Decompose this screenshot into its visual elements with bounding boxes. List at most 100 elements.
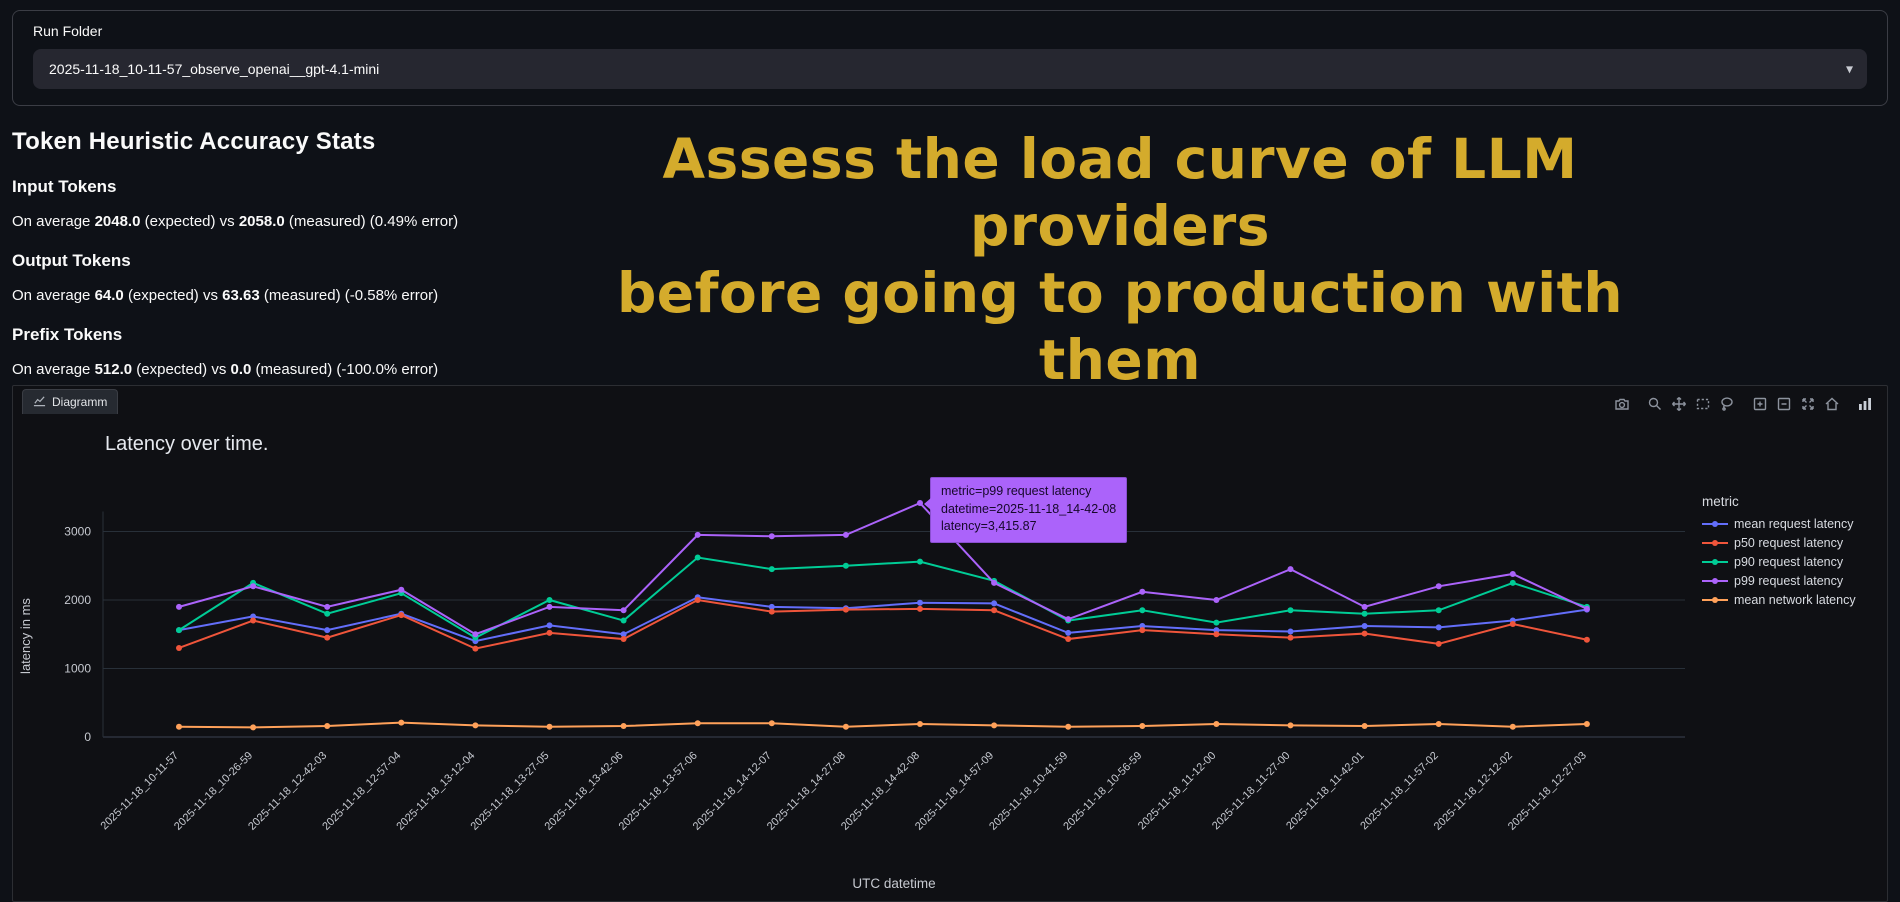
data-point[interactable]	[1361, 603, 1368, 610]
data-point[interactable]	[991, 607, 998, 614]
series-p50-request-latency[interactable]	[178, 598, 1588, 650]
data-point[interactable]	[1139, 723, 1146, 730]
data-point[interactable]	[768, 566, 775, 573]
data-point[interactable]	[176, 603, 182, 610]
latency-line-chart[interactable]: 01000200030002025-11-18_10-11-572025-11-…	[13, 414, 1887, 902]
data-point[interactable]	[1287, 607, 1294, 614]
data-point[interactable]	[768, 533, 775, 540]
data-point[interactable]	[917, 500, 923, 507]
data-point[interactable]	[1213, 720, 1220, 727]
data-point[interactable]	[472, 722, 479, 729]
data-point[interactable]	[1139, 607, 1146, 614]
legend-entry-mean-network-latency[interactable]: mean network latency	[1702, 593, 1856, 607]
plotly-logo-icon[interactable]	[1853, 394, 1877, 414]
data-point[interactable]	[620, 617, 627, 624]
data-point[interactable]	[250, 724, 257, 731]
data-point[interactable]	[917, 720, 923, 727]
data-point[interactable]	[398, 719, 405, 726]
data-point[interactable]	[324, 627, 331, 634]
series-mean-request-latency[interactable]	[178, 596, 1588, 643]
data-point[interactable]	[1361, 630, 1368, 637]
data-point[interactable]	[1435, 607, 1442, 614]
data-point[interactable]	[546, 629, 553, 636]
data-point[interactable]	[176, 723, 182, 730]
lasso-select-icon[interactable]	[1715, 394, 1739, 414]
data-point[interactable]	[398, 612, 405, 619]
data-point[interactable]	[250, 617, 257, 624]
data-point[interactable]	[1139, 623, 1146, 630]
data-point[interactable]	[1287, 566, 1294, 573]
data-point[interactable]	[1583, 720, 1590, 727]
data-point[interactable]	[1213, 619, 1220, 626]
data-point[interactable]	[546, 723, 553, 730]
series-p99-request-latency[interactable]	[178, 501, 1588, 636]
data-point[interactable]	[1287, 722, 1294, 729]
tab-diagramm[interactable]: Diagramm	[22, 389, 119, 414]
data-point[interactable]	[991, 600, 998, 607]
data-point[interactable]	[694, 597, 701, 603]
data-point[interactable]	[842, 531, 849, 538]
legend-entry-p99-request-latency[interactable]: p99 request latency	[1702, 574, 1844, 588]
data-point[interactable]	[1287, 634, 1294, 641]
data-point[interactable]	[1509, 579, 1516, 586]
data-point[interactable]	[472, 645, 479, 652]
data-point[interactable]	[398, 586, 405, 593]
data-point[interactable]	[917, 605, 923, 612]
data-point[interactable]	[1509, 723, 1516, 730]
data-point[interactable]	[991, 722, 998, 729]
data-point[interactable]	[620, 723, 627, 730]
data-point[interactable]	[250, 613, 257, 620]
data-point[interactable]	[620, 636, 627, 643]
data-point[interactable]	[1065, 616, 1072, 623]
reset-axes-icon[interactable]	[1820, 394, 1844, 414]
zoom-out-icon[interactable]	[1772, 394, 1796, 414]
data-point[interactable]	[1509, 620, 1516, 627]
data-point[interactable]	[1213, 627, 1220, 634]
data-point[interactable]	[324, 610, 331, 617]
data-point[interactable]	[1583, 636, 1590, 643]
data-point[interactable]	[1509, 570, 1516, 577]
data-point[interactable]	[1361, 623, 1368, 630]
data-point[interactable]	[1213, 597, 1220, 603]
data-point[interactable]	[917, 599, 923, 606]
data-point[interactable]	[1139, 627, 1146, 634]
data-point[interactable]	[694, 720, 701, 727]
data-point[interactable]	[1435, 720, 1442, 727]
data-point[interactable]	[1139, 588, 1146, 595]
data-point[interactable]	[768, 603, 775, 610]
data-point[interactable]	[1065, 629, 1072, 636]
data-point[interactable]	[1065, 723, 1072, 730]
data-point[interactable]	[1435, 583, 1442, 590]
data-point[interactable]	[1213, 631, 1220, 638]
data-point[interactable]	[1287, 628, 1294, 635]
data-point[interactable]	[546, 622, 553, 629]
data-point[interactable]	[620, 607, 627, 614]
data-point[interactable]	[324, 634, 331, 641]
data-point[interactable]	[1361, 723, 1368, 730]
data-point[interactable]	[917, 558, 923, 565]
data-point[interactable]	[1361, 610, 1368, 617]
run-folder-select[interactable]: 2025-11-18_10-11-57_observe_openai__gpt-…	[33, 49, 1867, 89]
data-point[interactable]	[546, 603, 553, 610]
data-point[interactable]	[768, 608, 775, 615]
data-point[interactable]	[1435, 640, 1442, 647]
series-mean-network-latency[interactable]	[178, 721, 1587, 729]
data-point[interactable]	[546, 597, 553, 603]
data-point[interactable]	[991, 579, 998, 586]
data-point[interactable]	[1065, 636, 1072, 643]
data-point[interactable]	[1435, 624, 1442, 631]
series-p90-request-latency[interactable]	[178, 556, 1588, 639]
data-point[interactable]	[842, 606, 849, 613]
legend-entry-p50-request-latency[interactable]: p50 request latency	[1702, 536, 1844, 550]
camera-icon[interactable]	[1610, 394, 1634, 414]
data-point[interactable]	[176, 644, 182, 651]
data-point[interactable]	[324, 723, 331, 730]
data-point[interactable]	[176, 627, 182, 634]
zoom-in-icon[interactable]	[1748, 394, 1772, 414]
data-point[interactable]	[694, 531, 701, 538]
legend-entry-mean-request-latency[interactable]: mean request latency	[1702, 517, 1854, 531]
data-point[interactable]	[694, 554, 701, 561]
data-point[interactable]	[768, 720, 775, 727]
legend-entry-p90-request-latency[interactable]: p90 request latency	[1702, 555, 1844, 569]
data-point[interactable]	[250, 583, 257, 590]
